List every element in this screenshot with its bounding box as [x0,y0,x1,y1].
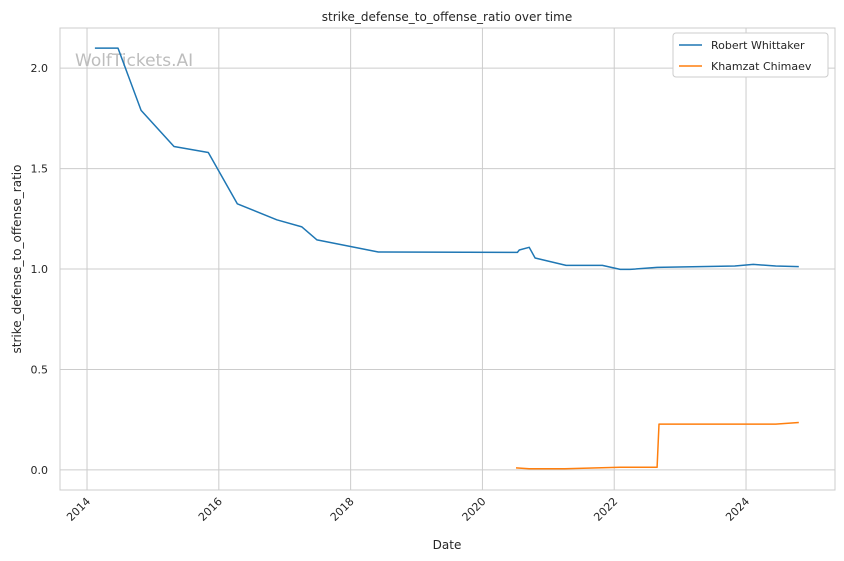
legend-box [672,32,829,78]
legend: Robert Whittaker Khamzat Chimaev [672,32,829,78]
x-tick-label: 2022 [591,495,620,524]
legend-label-whittaker: Robert Whittaker [711,39,805,52]
y-axis-label: strike_defense_to_offense_ratio [10,165,24,354]
x-tick-label: 2020 [460,495,489,524]
x-tick-label: 2018 [328,495,357,524]
series-line-khamzat-chimaev [515,421,799,470]
x-axis-label: Date [433,538,462,552]
y-tick-label: 0.5 [31,363,49,376]
x-tick-label: 2024 [723,495,752,524]
x-ticks: 2014 2016 2018 2020 2022 2024 [64,495,752,524]
y-ticks: 0.0 0.5 1.0 1.5 2.0 [31,62,49,477]
y-tick-label: 2.0 [31,62,49,75]
y-tick-label: 0.0 [31,464,49,477]
y-tick-label: 1.0 [31,263,49,276]
plot-frame [59,27,836,491]
watermark: WolfTickets.AI [75,51,193,71]
y-tick-label: 1.5 [31,163,49,176]
x-tick-label: 2016 [196,495,225,524]
grid [60,28,835,490]
series-layer [94,47,799,470]
legend-label-chimaev: Khamzat Chimaev [711,60,812,73]
x-tick-label: 2014 [64,495,93,524]
series-line-robert-whittaker [94,47,799,271]
chart-title: strike_defense_to_offense_ratio over tim… [322,10,572,24]
